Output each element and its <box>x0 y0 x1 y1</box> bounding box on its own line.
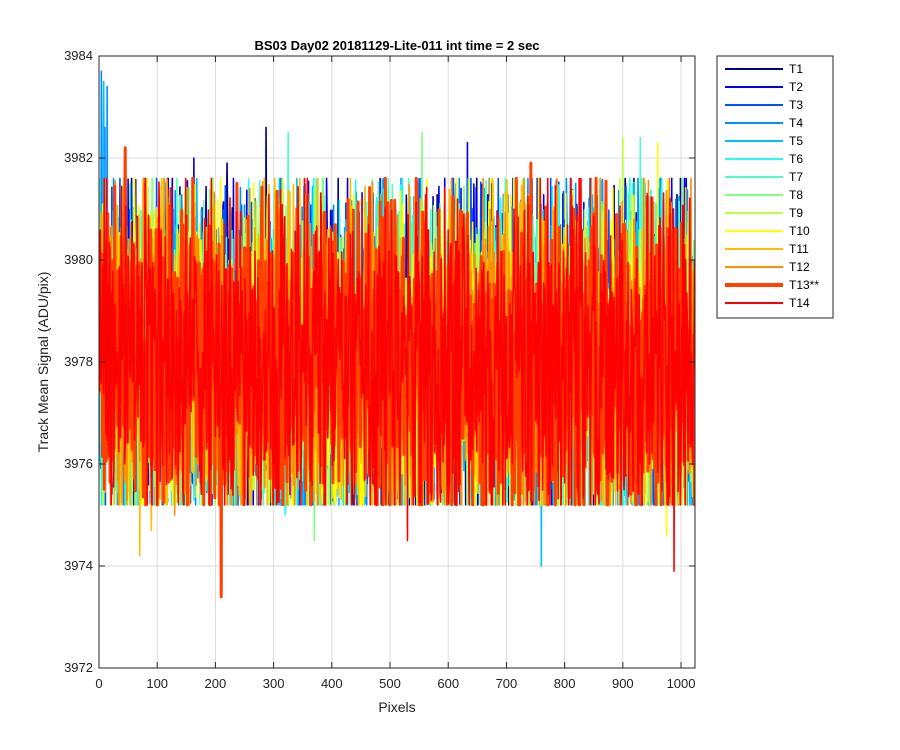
y-tick-label: 3978 <box>64 354 93 369</box>
legend-label: T1 <box>789 62 803 76</box>
y-axis-title: Track Mean Signal (ADU/pix) <box>35 272 51 453</box>
legend-label: T9 <box>789 206 803 220</box>
legend-label: T6 <box>789 152 803 166</box>
x-tick-label: 400 <box>321 676 343 691</box>
chart-title: BS03 Day02 20181129-Lite-011 int time = … <box>254 38 539 53</box>
legend-label: T2 <box>789 80 803 94</box>
legend-entry: T3 <box>725 98 803 112</box>
legend-label: T11 <box>789 242 809 256</box>
legend-entry: T8 <box>725 188 803 202</box>
x-tick-label: 600 <box>437 676 459 691</box>
x-tick-label: 100 <box>146 676 168 691</box>
legend-label: T3 <box>789 98 803 112</box>
legend-entry: T2 <box>725 80 803 94</box>
legend-entry: T1 <box>725 62 803 76</box>
series-layer <box>99 70 695 599</box>
legend-label: T13** <box>789 278 819 292</box>
y-tick-label: 3974 <box>64 558 93 573</box>
legend-label: T4 <box>789 116 803 130</box>
x-tick-label: 700 <box>496 676 518 691</box>
legend-label: T7 <box>789 170 803 184</box>
y-tick-label: 3984 <box>64 48 93 63</box>
legend-entry: T6 <box>725 152 803 166</box>
legend-entry: T11 <box>725 242 809 256</box>
legend-entry: T5 <box>725 134 803 148</box>
ticks: 0 100 200 300 400 500 600 700 800 900 1000 3972 3974… <box>64 48 695 691</box>
legend-label: T5 <box>789 134 803 148</box>
x-tick-label: 500 <box>379 676 401 691</box>
x-axis-title: Pixels <box>378 699 415 715</box>
legend: T1 T2 T3 T4 T5 T6 T7 T8 T9 T10 T11 T12 T13** T14 <box>716 55 834 319</box>
legend-entry: T10 <box>725 224 810 238</box>
y-tick-label: 3980 <box>64 252 93 267</box>
x-tick-label: 900 <box>612 676 634 691</box>
y-tick-label: 3972 <box>64 660 93 675</box>
series-line-t14 <box>99 177 695 572</box>
x-tick-label: 1000 <box>667 676 696 691</box>
legend-entry: T13** <box>725 278 819 292</box>
legend-entry: T12 <box>725 260 810 274</box>
legend-entry: T7 <box>725 170 803 184</box>
x-tick-label: 0 <box>95 676 102 691</box>
y-tick-label: 3976 <box>64 456 93 471</box>
legend-label: T10 <box>789 224 810 238</box>
x-tick-label: 200 <box>205 676 227 691</box>
legend-label: T8 <box>789 188 803 202</box>
y-tick-label: 3982 <box>64 150 93 165</box>
legend-entry: T4 <box>725 116 803 130</box>
legend-entry: T14 <box>725 296 810 310</box>
legend-label: T14 <box>789 296 810 310</box>
x-tick-label: 800 <box>554 676 576 691</box>
legend-entry: T9 <box>725 206 803 220</box>
x-tick-label: 300 <box>263 676 285 691</box>
legend-box <box>716 55 834 319</box>
legend-label: T12 <box>789 260 810 274</box>
